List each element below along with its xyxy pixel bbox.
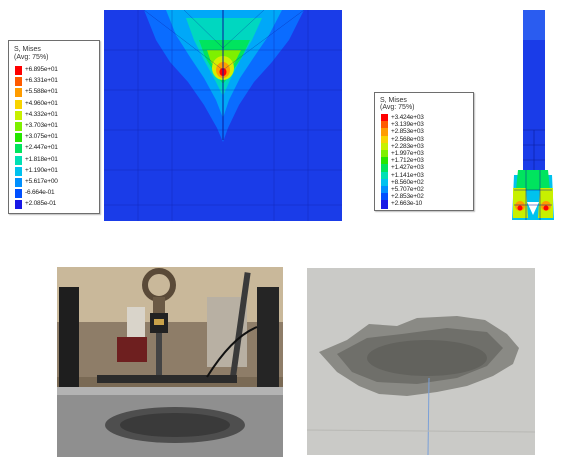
fe-slab-contour-plot (104, 10, 342, 221)
legend-swatch (381, 157, 388, 167)
legend-subtitle: (Avg: 75%) (14, 54, 49, 61)
punched-slab-photo (307, 268, 535, 455)
legend-swatch (15, 122, 22, 131)
legend-swatch (381, 128, 388, 138)
legend-swatch (381, 121, 388, 131)
legend-swatch (381, 178, 388, 188)
legend-label: +2.853e+03 (391, 128, 424, 136)
legend-swatch (15, 110, 22, 120)
legend-swatch (381, 150, 388, 159)
legend-label: +2.085e-01 (25, 200, 57, 208)
legend-subtitle: (Avg: 75%) (380, 104, 415, 111)
fe-column-contour-plot (512, 10, 554, 220)
legend-label: +3.424e+03 (391, 114, 424, 121)
legend-label: +5.617e+00 (25, 178, 58, 185)
legend-label: +3.139e+03 (391, 121, 424, 129)
legend-label: +3.075e+01 (25, 133, 58, 141)
legend-swatch (381, 135, 388, 145)
legend-swatch (15, 99, 22, 109)
legend-swatch (381, 142, 388, 152)
legend-right: S, Mises (Avg: 75%) +3.424e+03 +3.139e+03… (374, 92, 474, 211)
legend-label: +2.853e+02 (391, 193, 424, 201)
legend-label: +2.447e+01 (25, 144, 58, 152)
legend-entries: +3.424e+03 +3.139e+03 +2.853e+03 +2.568e+03… (381, 113, 471, 210)
legend-swatch (15, 155, 22, 165)
legend-swatch (381, 200, 388, 210)
legend-label: +1.141e+03 (391, 171, 424, 179)
legend-label: +6.895e+01 (25, 66, 58, 73)
test-setup-photo (57, 267, 283, 457)
legend-swatch (15, 144, 22, 154)
legend-label: +2.568e+03 (391, 135, 424, 143)
legend-label: +1.427e+03 (391, 164, 424, 172)
legend-label: +6.331e+01 (25, 77, 58, 85)
legend-swatch (15, 66, 22, 75)
legend-label: +5.707e+02 (391, 186, 424, 193)
legend-label: +4.332e+01 (25, 110, 58, 118)
legend-swatch (381, 186, 388, 195)
legend-label: +1.818e+01 (25, 155, 58, 163)
legend-swatch (15, 189, 22, 199)
legend-label: +1.997e+03 (391, 150, 424, 157)
legend-swatch (15, 88, 22, 98)
legend-swatch (15, 200, 22, 210)
legend-label: +5.588e+01 (25, 88, 58, 96)
legend-title: S, Mises (380, 97, 407, 104)
legend-swatch (381, 114, 388, 123)
legend-label: +1.190e+01 (25, 166, 58, 174)
legend-swatch (381, 164, 388, 174)
legend-swatch (381, 171, 388, 181)
legend-label: +2.283e+03 (391, 142, 424, 150)
legend-swatch (15, 133, 22, 143)
legend-label: +8.560e+02 (391, 178, 424, 186)
legend-title: S, Mises (14, 46, 41, 53)
legend-entries: +6.895e+01 +6.331e+01 +5.588e+01 +4.960e+01… (15, 65, 97, 210)
legend-label: +4.960e+01 (25, 99, 58, 107)
legend-swatch (381, 193, 388, 203)
legend-label: -6.664e-01 (25, 189, 55, 197)
legend-swatch (15, 77, 22, 87)
legend-label: +3.703e+01 (25, 122, 58, 129)
legend-label: +2.663e-10 (391, 200, 423, 208)
legend-swatch (15, 166, 22, 176)
legend-label: +1.712e+03 (391, 157, 424, 165)
legend-swatch (15, 178, 22, 187)
legend-left: S, Mises (Avg: 75%) +6.895e+01 +6.331e+01… (8, 40, 100, 214)
